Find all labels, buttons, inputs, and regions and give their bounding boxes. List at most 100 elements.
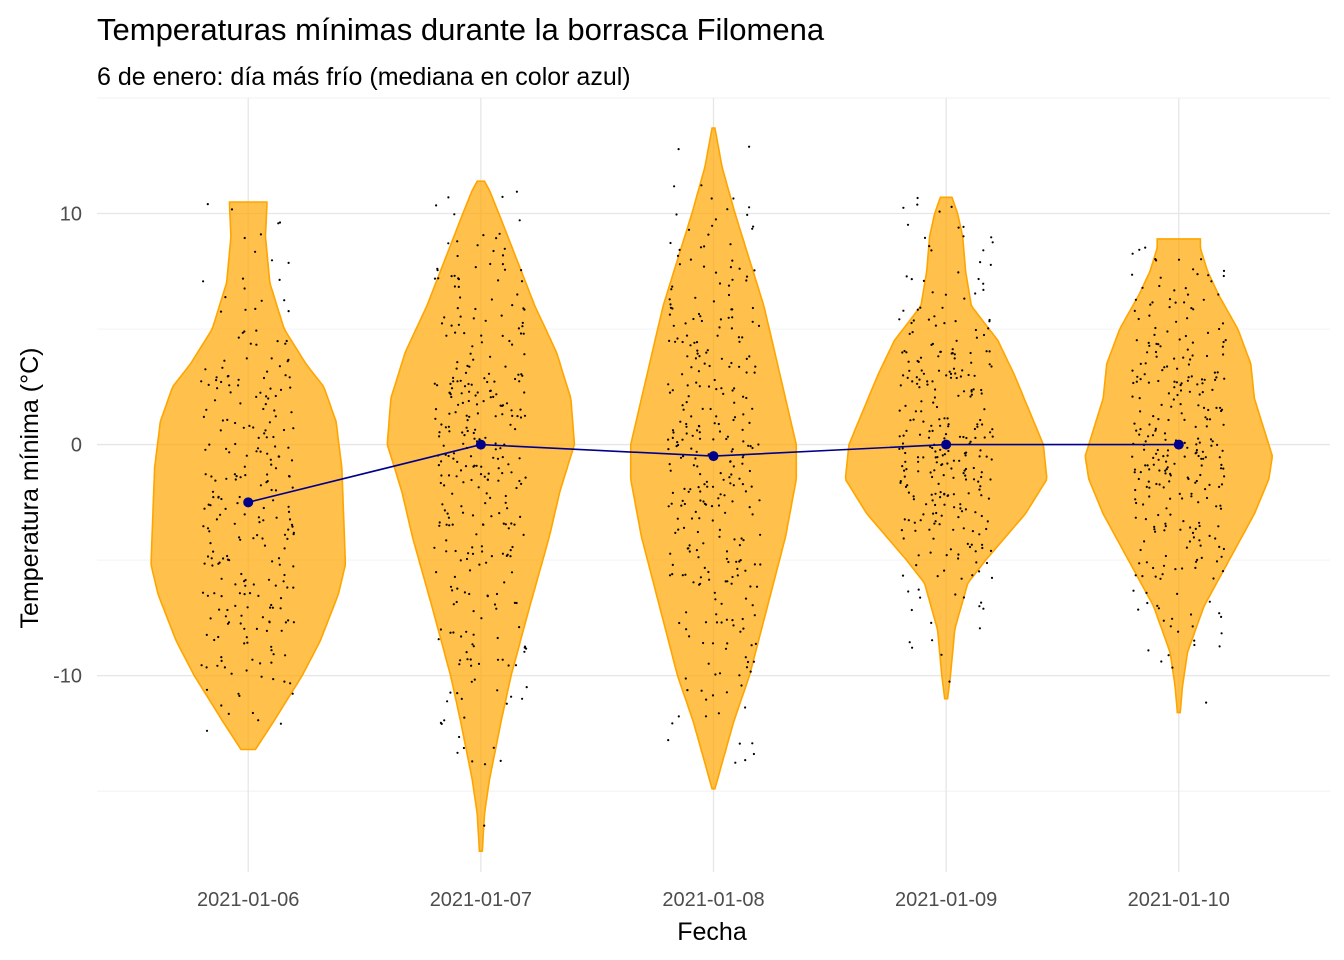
jitter-point bbox=[252, 426, 255, 429]
jitter-point bbox=[451, 492, 454, 495]
jitter-point bbox=[966, 542, 969, 546]
jitter-point bbox=[448, 412, 451, 415]
jitter-point bbox=[205, 729, 209, 732]
jitter-point bbox=[271, 560, 274, 563]
jitter-point bbox=[226, 375, 229, 378]
jitter-point bbox=[447, 196, 450, 199]
jitter-point bbox=[747, 444, 750, 447]
jitter-point bbox=[489, 396, 492, 399]
jitter-point bbox=[728, 365, 731, 368]
jitter-point bbox=[255, 395, 258, 398]
jitter-point bbox=[962, 527, 965, 530]
jitter-point bbox=[733, 416, 737, 419]
jitter-point bbox=[461, 511, 465, 514]
jitter-point bbox=[748, 469, 752, 473]
jitter-point bbox=[907, 590, 910, 593]
jitter-point bbox=[1179, 384, 1182, 387]
jitter-point bbox=[510, 343, 514, 346]
jitter-point bbox=[243, 287, 246, 290]
jitter-point bbox=[1148, 423, 1151, 426]
jitter-point bbox=[947, 425, 950, 428]
jitter-point bbox=[278, 365, 281, 368]
jitter-point bbox=[500, 314, 503, 317]
jitter-point bbox=[252, 537, 255, 540]
jitter-point bbox=[971, 530, 975, 533]
jitter-point bbox=[1222, 269, 1226, 272]
jitter-point bbox=[208, 443, 211, 446]
jitter-point bbox=[744, 490, 748, 493]
jitter-point bbox=[744, 656, 747, 659]
jitter-point bbox=[1215, 505, 1218, 508]
jitter-point bbox=[707, 570, 710, 574]
jitter-point bbox=[953, 506, 956, 509]
jitter-point bbox=[1164, 438, 1167, 441]
jitter-point bbox=[1153, 528, 1156, 531]
jitter-point bbox=[1216, 371, 1219, 374]
x-tick-label: 2021-01-06 bbox=[197, 889, 299, 911]
jitter-point bbox=[695, 381, 698, 384]
jitter-point bbox=[742, 413, 745, 416]
jitter-point bbox=[212, 550, 215, 553]
jitter-point bbox=[486, 478, 489, 481]
jitter-point bbox=[496, 689, 499, 692]
jitter-point bbox=[917, 360, 920, 363]
jitter-point bbox=[1167, 654, 1170, 657]
jitter-point bbox=[751, 513, 754, 516]
jitter-point bbox=[686, 689, 689, 692]
jitter-point bbox=[731, 259, 734, 262]
jitter-point bbox=[719, 472, 722, 475]
jitter-point bbox=[917, 588, 920, 591]
jitter-point bbox=[1135, 380, 1138, 383]
jitter-point bbox=[752, 660, 756, 663]
jitter-point bbox=[246, 606, 249, 609]
jitter-point bbox=[1198, 521, 1201, 524]
jitter-point bbox=[952, 528, 955, 531]
jitter-point bbox=[697, 556, 700, 559]
jitter-point bbox=[270, 259, 274, 262]
jitter-point bbox=[287, 261, 290, 264]
jitter-point bbox=[292, 427, 295, 430]
jitter-point bbox=[711, 519, 714, 522]
jitter-point bbox=[668, 574, 672, 577]
jitter-point bbox=[290, 523, 294, 526]
jitter-point bbox=[477, 662, 481, 666]
violin-2021-01-10 bbox=[1084, 238, 1274, 714]
jitter-point bbox=[720, 387, 723, 390]
jitter-point bbox=[1207, 274, 1210, 277]
jitter-point bbox=[912, 498, 916, 501]
jitter-point bbox=[915, 564, 918, 567]
jitter-point bbox=[939, 448, 942, 451]
jitter-point bbox=[939, 491, 942, 494]
jitter-point bbox=[973, 427, 977, 431]
jitter-point bbox=[922, 456, 925, 459]
jitter-point bbox=[919, 356, 923, 359]
jitter-point bbox=[676, 337, 679, 340]
jitter-point bbox=[933, 469, 936, 472]
jitter-point bbox=[207, 503, 210, 506]
jitter-point bbox=[471, 345, 474, 348]
jitter-point bbox=[969, 351, 972, 355]
jitter-point bbox=[1219, 406, 1222, 409]
jitter-point bbox=[1218, 612, 1221, 615]
jitter-point bbox=[916, 308, 919, 311]
jitter-point bbox=[260, 675, 263, 678]
jitter-point bbox=[1166, 330, 1169, 333]
jitter-point bbox=[931, 475, 934, 479]
jitter-point bbox=[209, 504, 212, 507]
jitter-point bbox=[1181, 567, 1184, 570]
jitter-point bbox=[668, 298, 671, 301]
jitter-point bbox=[1198, 441, 1201, 444]
jitter-point bbox=[495, 393, 498, 396]
jitter-point bbox=[468, 592, 471, 596]
jitter-point bbox=[245, 454, 248, 457]
jitter-point bbox=[990, 576, 994, 580]
jitter-point bbox=[495, 607, 498, 610]
jitter-point bbox=[486, 380, 489, 384]
jitter-point bbox=[519, 515, 522, 519]
jitter-point bbox=[510, 522, 513, 525]
jitter-point bbox=[931, 429, 934, 432]
jitter-point bbox=[989, 478, 992, 481]
jitter-point bbox=[985, 527, 988, 531]
jitter-point bbox=[458, 735, 461, 739]
jitter-point bbox=[932, 512, 935, 515]
